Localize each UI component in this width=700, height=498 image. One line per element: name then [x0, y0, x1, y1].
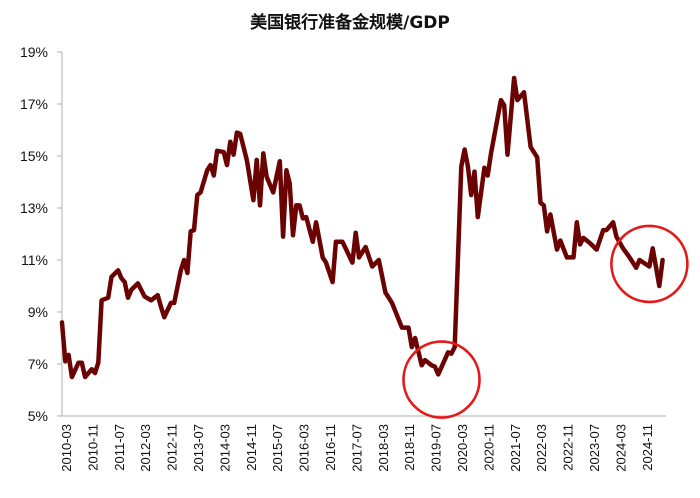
x-tick-label: 2020-03: [455, 424, 470, 472]
y-tick-label: 7%: [28, 356, 48, 372]
x-tick-label: 2021-07: [508, 424, 523, 472]
y-tick-label: 13%: [20, 200, 48, 216]
y-tick-label: 9%: [28, 304, 48, 320]
highlights: [402, 224, 689, 419]
x-tick-label: 2019-07: [429, 424, 444, 472]
x-tick-label: 2022-11: [561, 424, 576, 471]
x-tick-label: 2010-11: [85, 424, 100, 471]
x-tick-label: 2015-07: [270, 424, 285, 472]
x-tick-label: 2012-11: [165, 424, 180, 471]
highlight-circle: [402, 340, 481, 419]
x-tick-label: 2012-03: [138, 424, 153, 472]
y-tick-label: 5%: [28, 408, 48, 424]
x-tick-label: 2018-03: [376, 424, 391, 472]
y-tick-label: 15%: [20, 148, 48, 164]
x-tick-label: 2011-07: [112, 424, 127, 471]
x-tick-label: 2016-03: [297, 424, 312, 472]
x-tick-label: 2016-11: [323, 424, 338, 471]
axes: [61, 52, 666, 417]
y-tick-label: 11%: [21, 252, 48, 268]
x-tick-label: 2024-11: [640, 424, 655, 471]
y-tick-label: 19%: [20, 44, 48, 60]
series: [59, 75, 665, 380]
x-tick-label: 2014-03: [217, 424, 232, 472]
series-line: [59, 75, 665, 380]
x-tick-label: 2023-07: [587, 424, 602, 472]
x-tick-label: 2014-11: [244, 424, 259, 471]
x-tick-label: 2020-11: [481, 424, 496, 471]
x-axis-ticks: 2010-03 2010-11 2011-07 2012-03 2012-11 2013-…: [59, 424, 655, 472]
x-tick-label: 2013-07: [191, 424, 206, 472]
highlight-circle: [610, 224, 689, 304]
x-tick-label: 2018-11: [402, 424, 417, 471]
x-tick-label: 2017-07: [349, 424, 364, 472]
x-tick-label: 2010-03: [59, 424, 74, 472]
y-axis-ticks: 5% 7% 9% 11% 13% 15% 17% 19%: [20, 44, 62, 424]
y-tick-label: 17%: [20, 96, 48, 112]
x-tick-label: 2024-03: [613, 424, 628, 472]
x-tick-label: 2022-03: [534, 424, 549, 472]
chart-title: 美国银行准备金规模/GDP: [250, 13, 450, 33]
